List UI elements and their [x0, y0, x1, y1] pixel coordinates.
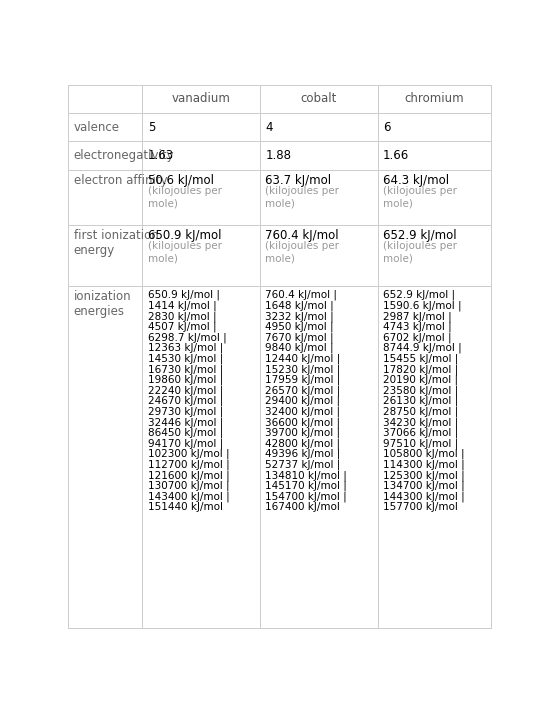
Text: 64.3 kJ/mol: 64.3 kJ/mol — [383, 174, 449, 187]
Text: 16730 kJ/mol |: 16730 kJ/mol | — [148, 364, 223, 375]
Text: mole): mole) — [265, 198, 295, 208]
Text: cobalt: cobalt — [300, 92, 337, 105]
Text: 97510 kJ/mol |: 97510 kJ/mol | — [383, 438, 458, 449]
Text: 37066 kJ/mol |: 37066 kJ/mol | — [383, 428, 458, 438]
Text: (kilojoules per: (kilojoules per — [265, 241, 340, 251]
Text: 1590.6 kJ/mol |: 1590.6 kJ/mol | — [383, 301, 462, 311]
Text: 12440 kJ/mol |: 12440 kJ/mol | — [265, 354, 341, 364]
Text: 650.9 kJ/mol: 650.9 kJ/mol — [148, 229, 221, 242]
Text: 125300 kJ/mol |: 125300 kJ/mol | — [383, 470, 465, 481]
Text: 29730 kJ/mol |: 29730 kJ/mol | — [148, 407, 223, 417]
Text: electron affinity: electron affinity — [74, 174, 168, 187]
Text: 5: 5 — [148, 121, 155, 133]
Text: 32400 kJ/mol |: 32400 kJ/mol | — [265, 407, 341, 417]
Text: electronegativity: electronegativity — [74, 149, 174, 162]
Text: 157700 kJ/mol: 157700 kJ/mol — [383, 502, 458, 512]
Text: 26130 kJ/mol |: 26130 kJ/mol | — [383, 396, 458, 407]
Text: valence: valence — [74, 121, 120, 133]
Text: 52737 kJ/mol |: 52737 kJ/mol | — [265, 460, 341, 470]
Text: 143400 kJ/mol |: 143400 kJ/mol | — [148, 491, 229, 502]
Text: 34230 kJ/mol |: 34230 kJ/mol | — [383, 417, 458, 428]
Text: 134700 kJ/mol |: 134700 kJ/mol | — [383, 481, 465, 491]
Text: 86450 kJ/mol |: 86450 kJ/mol | — [148, 428, 223, 438]
Text: 9840 kJ/mol |: 9840 kJ/mol | — [265, 343, 334, 354]
Text: 6702 kJ/mol |: 6702 kJ/mol | — [383, 333, 452, 343]
Text: 130700 kJ/mol |: 130700 kJ/mol | — [148, 481, 229, 491]
Text: (kilojoules per: (kilojoules per — [148, 241, 222, 251]
Text: 50.6 kJ/mol: 50.6 kJ/mol — [148, 174, 214, 187]
Text: 112700 kJ/mol |: 112700 kJ/mol | — [148, 460, 229, 470]
Text: (kilojoules per: (kilojoules per — [383, 241, 457, 251]
Text: 26570 kJ/mol |: 26570 kJ/mol | — [265, 385, 341, 396]
Text: 20190 kJ/mol |: 20190 kJ/mol | — [383, 375, 458, 385]
Text: mole): mole) — [383, 198, 413, 208]
Text: 652.9 kJ/mol |: 652.9 kJ/mol | — [383, 290, 455, 301]
Text: 145170 kJ/mol |: 145170 kJ/mol | — [265, 481, 347, 491]
Text: (kilojoules per: (kilojoules per — [265, 186, 340, 196]
Text: 22240 kJ/mol |: 22240 kJ/mol | — [148, 385, 223, 396]
Text: mole): mole) — [383, 253, 413, 263]
Text: 23580 kJ/mol |: 23580 kJ/mol | — [383, 385, 458, 396]
Text: 1.88: 1.88 — [265, 149, 292, 162]
Text: 144300 kJ/mol |: 144300 kJ/mol | — [383, 491, 465, 502]
Text: 121600 kJ/mol |: 121600 kJ/mol | — [148, 470, 229, 481]
Text: 4950 kJ/mol |: 4950 kJ/mol | — [265, 322, 334, 333]
Text: vanadium: vanadium — [171, 92, 230, 105]
Text: 3232 kJ/mol |: 3232 kJ/mol | — [265, 311, 334, 322]
Text: 17959 kJ/mol |: 17959 kJ/mol | — [265, 375, 341, 385]
Text: (kilojoules per: (kilojoules per — [148, 186, 222, 196]
Text: 134810 kJ/mol |: 134810 kJ/mol | — [265, 470, 347, 481]
Text: 15455 kJ/mol |: 15455 kJ/mol | — [383, 354, 459, 364]
Text: 4507 kJ/mol |: 4507 kJ/mol | — [148, 322, 216, 333]
Text: 6298.7 kJ/mol |: 6298.7 kJ/mol | — [148, 333, 227, 343]
Text: 2987 kJ/mol |: 2987 kJ/mol | — [383, 311, 452, 322]
Text: ionization
energies: ionization energies — [74, 290, 132, 318]
Text: 7670 kJ/mol |: 7670 kJ/mol | — [265, 333, 334, 343]
Text: 42800 kJ/mol |: 42800 kJ/mol | — [265, 438, 341, 449]
Text: 12363 kJ/mol |: 12363 kJ/mol | — [148, 343, 223, 354]
Text: 6: 6 — [383, 121, 390, 133]
Text: 28750 kJ/mol |: 28750 kJ/mol | — [383, 407, 458, 417]
Text: 49396 kJ/mol |: 49396 kJ/mol | — [265, 449, 341, 460]
Text: 63.7 kJ/mol: 63.7 kJ/mol — [265, 174, 331, 187]
Text: 1.63: 1.63 — [148, 149, 174, 162]
Text: 39700 kJ/mol |: 39700 kJ/mol | — [265, 428, 341, 438]
Text: 1.66: 1.66 — [383, 149, 410, 162]
Text: mole): mole) — [148, 198, 177, 208]
Text: 14530 kJ/mol |: 14530 kJ/mol | — [148, 354, 223, 364]
Text: 4: 4 — [265, 121, 273, 133]
Text: 102300 kJ/mol |: 102300 kJ/mol | — [148, 449, 229, 460]
Text: 15230 kJ/mol |: 15230 kJ/mol | — [265, 364, 341, 375]
Text: 760.4 kJ/mol |: 760.4 kJ/mol | — [265, 290, 337, 301]
Text: 151440 kJ/mol: 151440 kJ/mol — [148, 502, 223, 512]
Text: 2830 kJ/mol |: 2830 kJ/mol | — [148, 311, 216, 322]
Text: 650.9 kJ/mol |: 650.9 kJ/mol | — [148, 290, 220, 301]
Text: 94170 kJ/mol |: 94170 kJ/mol | — [148, 438, 223, 449]
Text: chromium: chromium — [405, 92, 464, 105]
Text: (kilojoules per: (kilojoules per — [383, 186, 457, 196]
Text: 36600 kJ/mol |: 36600 kJ/mol | — [265, 417, 341, 428]
Text: 114300 kJ/mol |: 114300 kJ/mol | — [383, 460, 465, 470]
Text: mole): mole) — [265, 253, 295, 263]
Text: 154700 kJ/mol |: 154700 kJ/mol | — [265, 491, 347, 502]
Text: 4743 kJ/mol |: 4743 kJ/mol | — [383, 322, 452, 333]
Text: 760.4 kJ/mol: 760.4 kJ/mol — [265, 229, 339, 242]
Text: 1648 kJ/mol |: 1648 kJ/mol | — [265, 301, 334, 311]
Text: first ionization
energy: first ionization energy — [74, 229, 158, 257]
Text: 167400 kJ/mol: 167400 kJ/mol — [265, 502, 340, 512]
Text: 32446 kJ/mol |: 32446 kJ/mol | — [148, 417, 223, 428]
Text: 24670 kJ/mol |: 24670 kJ/mol | — [148, 396, 223, 407]
Text: mole): mole) — [148, 253, 177, 263]
Text: 1414 kJ/mol |: 1414 kJ/mol | — [148, 301, 217, 311]
Text: 652.9 kJ/mol: 652.9 kJ/mol — [383, 229, 456, 242]
Text: 105800 kJ/mol |: 105800 kJ/mol | — [383, 449, 465, 460]
Text: 19860 kJ/mol |: 19860 kJ/mol | — [148, 375, 223, 385]
Text: 29400 kJ/mol |: 29400 kJ/mol | — [265, 396, 341, 407]
Text: 8744.9 kJ/mol |: 8744.9 kJ/mol | — [383, 343, 462, 354]
Text: 17820 kJ/mol |: 17820 kJ/mol | — [383, 364, 458, 375]
